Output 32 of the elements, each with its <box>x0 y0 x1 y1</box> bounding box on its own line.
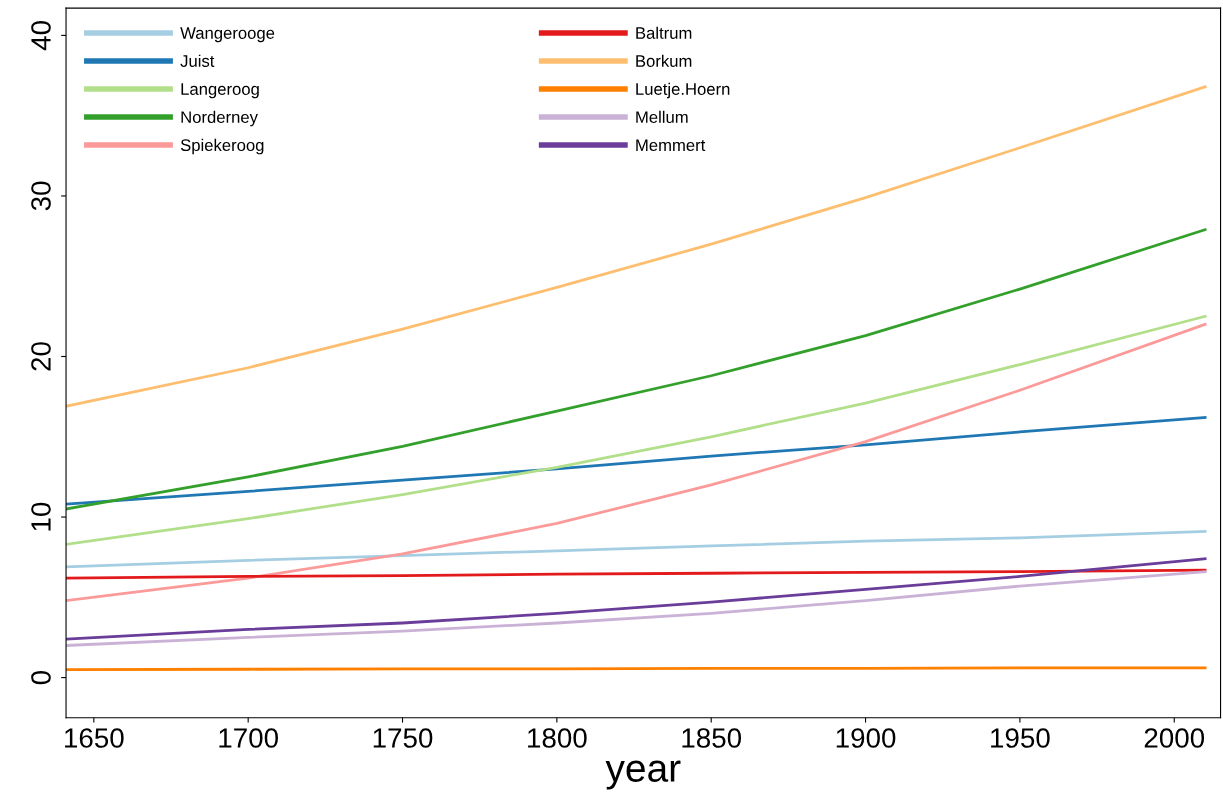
x-tick-label: 1850 <box>682 728 742 748</box>
legend-label: Baltrum <box>636 26 692 39</box>
line-series <box>66 416 1207 506</box>
legend-label: Memmert <box>636 139 706 152</box>
y-tick-label: 40 <box>31 21 51 51</box>
y-tick-label: 10 <box>31 502 51 531</box>
legend-label: Mellum <box>636 110 688 124</box>
line-series <box>66 323 1207 602</box>
x-tick-label: 2000 <box>1144 728 1205 748</box>
legend-label: Langeroog <box>181 83 259 99</box>
legend-label: Norderney <box>181 110 258 127</box>
line-series <box>66 228 1207 511</box>
line-series <box>66 557 1207 641</box>
x-tick-label: 1650 <box>65 728 124 748</box>
line-series <box>66 570 1207 647</box>
y-tick-label: 0 <box>31 670 51 685</box>
x-tick-label: 1900 <box>836 728 896 748</box>
legend-label: Juist <box>180 54 215 67</box>
legend-label: Wangerooge <box>180 27 275 43</box>
x-axis-title: year <box>605 760 681 790</box>
y-tick-label: 20 <box>31 342 51 371</box>
legend-label: Spiekeroog <box>180 138 264 155</box>
x-tick-label: 1700 <box>219 728 278 748</box>
legend-label: Luetje.Hoern <box>636 82 730 99</box>
x-tick-label: 1750 <box>373 728 433 748</box>
legend-label: Borkum <box>636 54 692 67</box>
x-tick-label: 1950 <box>991 728 1050 748</box>
line-series <box>66 568 1207 580</box>
y-tick-label: 30 <box>31 181 51 211</box>
line-series <box>66 314 1207 546</box>
line-series <box>66 530 1207 569</box>
x-tick-label: 1800 <box>528 728 587 748</box>
